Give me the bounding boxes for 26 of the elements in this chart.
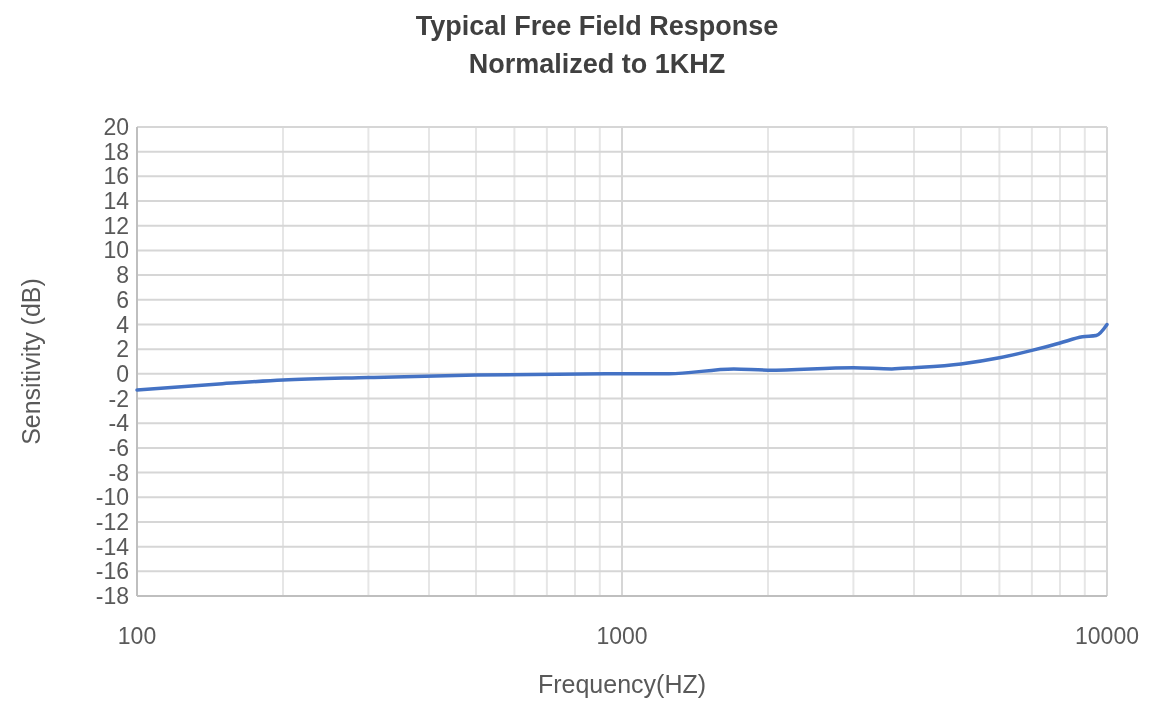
x-tick-label: 1000 bbox=[596, 623, 648, 649]
chart-title: Typical Free Field Response Normalized to 1KHZ bbox=[415, 11, 779, 79]
y-tick-label: 0 bbox=[116, 360, 129, 387]
y-tick-label: 2 bbox=[116, 336, 129, 363]
y-tick-label: 20 bbox=[103, 114, 129, 141]
y-tick-label: 18 bbox=[103, 138, 129, 165]
y-tick-label: -8 bbox=[108, 459, 129, 486]
y-tick-label: 4 bbox=[116, 311, 130, 338]
y-tick-label: -14 bbox=[95, 533, 130, 560]
y-tick-label: 6 bbox=[116, 286, 129, 313]
y-tick-label: -4 bbox=[108, 410, 130, 437]
y-axis-title: Sensitivity (dB) bbox=[17, 278, 45, 445]
y-tick-label: -12 bbox=[95, 509, 129, 535]
y-tick-label: -2 bbox=[108, 385, 129, 412]
y-tick-label: 14 bbox=[103, 188, 130, 215]
x-tick-label: 10000 bbox=[1075, 623, 1139, 649]
y-tick-label: 16 bbox=[103, 163, 129, 190]
y-tick-label: 8 bbox=[116, 262, 129, 289]
x-axis-title: Frequency(HZ) bbox=[537, 670, 707, 698]
y-tick-label: 12 bbox=[103, 212, 129, 239]
y-tick-label: -6 bbox=[108, 434, 129, 461]
y-tick-label: 10 bbox=[103, 237, 129, 264]
x-tick-label: 100 bbox=[117, 623, 157, 649]
y-tick-label: -18 bbox=[95, 583, 129, 610]
y-tick-label: -10 bbox=[95, 484, 129, 511]
y-tick-label: -16 bbox=[95, 558, 129, 585]
